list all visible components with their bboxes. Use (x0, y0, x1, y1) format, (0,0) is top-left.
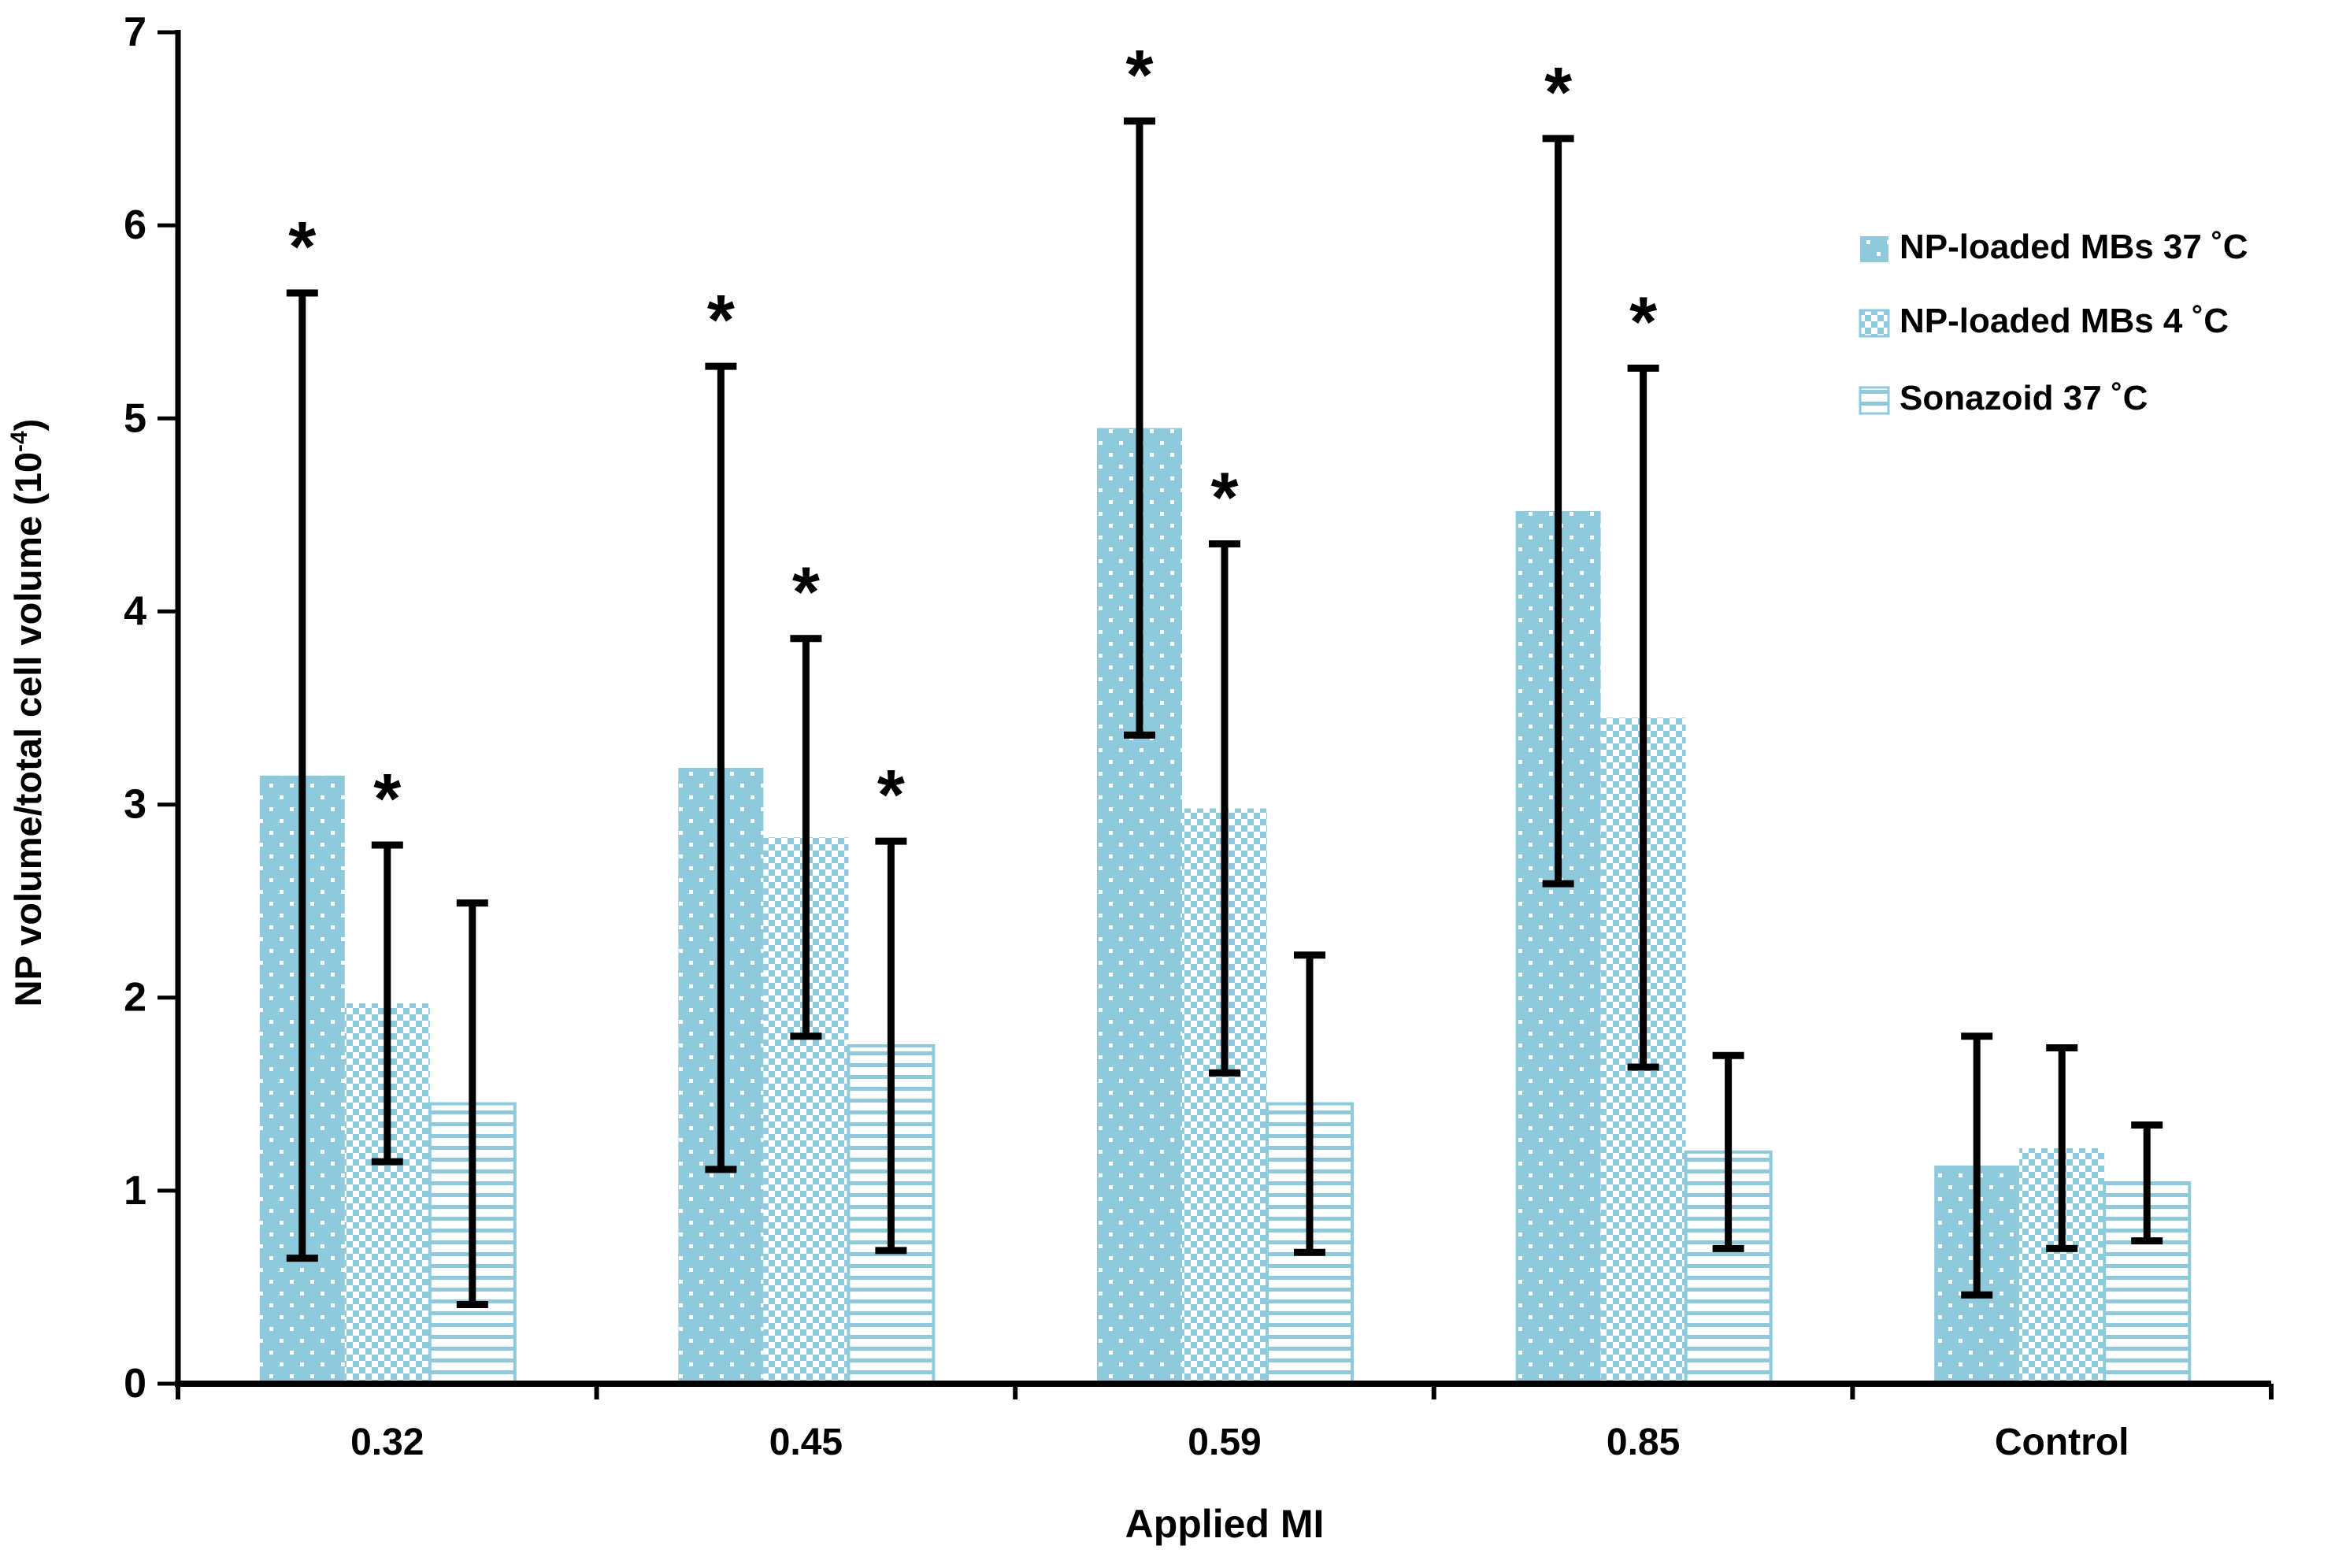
legend-swatch-checker (1859, 309, 1890, 338)
legend-label-3: Sonazoid 37 ˚C (1900, 379, 2148, 417)
x-category-label-Control: Control (1995, 1422, 2129, 1463)
error-bar-s1-0.59 (1124, 117, 1155, 739)
y-tick-label-0: 0 (124, 1361, 146, 1407)
significance-asterisk-s2-0.85: * (1629, 284, 1657, 362)
error-bar-s2-0.45 (790, 635, 822, 1040)
error-bar-s3-Control (2131, 1121, 2163, 1245)
error-bar-s2-Control (2046, 1043, 2078, 1252)
y-axis-title: NP volume/total cell volume (10-4) (6, 419, 49, 1007)
x-category-label-0.85: 0.85 (1607, 1422, 1680, 1463)
legend: NP-loaded MBs 37 ˚C NP-loaded MBs 4 ˚C Son… (1859, 228, 2248, 417)
legend-item-1: NP-loaded MBs 37 ˚C (1860, 228, 2248, 266)
error-bar-s1-0.32 (286, 289, 318, 1262)
error-bar-s1-Control (1961, 1032, 1993, 1299)
significance-asterisk-s2-0.45: * (792, 554, 820, 632)
legend-label-1: NP-loaded MBs 37 ˚C (1900, 228, 2248, 266)
error-bars-group (286, 117, 2163, 1308)
y-tick-label-3: 3 (124, 782, 146, 828)
error-bar-s3-0.45 (875, 837, 907, 1255)
error-bar-s2-0.59 (1209, 540, 1240, 1077)
legend-label-2: NP-loaded MBs 4 ˚C (1900, 302, 2229, 340)
legend-item-2: NP-loaded MBs 4 ˚C (1859, 302, 2229, 340)
y-tick-label-4: 4 (124, 588, 146, 634)
error-bar-s2-0.32 (371, 841, 403, 1166)
x-category-label-0.32: 0.32 (350, 1422, 424, 1463)
error-bar-s2-0.85 (1627, 365, 1659, 1071)
error-bar-s1-0.45 (705, 362, 737, 1173)
x-category-label-0.59: 0.59 (1188, 1422, 1261, 1463)
significance-asterisk-s1-0.59: * (1125, 36, 1153, 115)
significance-asterisk-s1-0.32: * (288, 208, 316, 287)
legend-item-3: Sonazoid 37 ˚C (1859, 379, 2148, 417)
significance-asterisk-s1-0.45: * (707, 281, 735, 360)
tick-labels-group: 0 1 2 3 4 5 6 7 0.32 0.45 0.59 0.85 Control (124, 9, 2129, 1463)
legend-swatch-dots (1860, 236, 1888, 262)
y-tick-label-1: 1 (124, 1168, 146, 1214)
error-bar-s3-0.59 (1294, 951, 1325, 1256)
y-tick-label-6: 6 (124, 202, 146, 248)
error-bar-s3-0.85 (1712, 1051, 1744, 1252)
error-bar-s3-0.32 (456, 899, 488, 1308)
legend-swatch-hlines (1859, 386, 1890, 415)
significance-asterisk-s2-0.59: * (1210, 459, 1238, 538)
significance-markers-group: * * * * * * * * * (288, 36, 1657, 839)
significance-asterisk-s2-0.32: * (373, 760, 401, 839)
error-bar-s1-0.85 (1542, 135, 1574, 888)
significance-asterisk-s1-0.85: * (1544, 54, 1572, 132)
y-tick-label-5: 5 (124, 395, 146, 441)
significance-asterisk-s3-0.45: * (877, 756, 905, 835)
x-axis-title: Applied MI (1125, 1502, 1325, 1546)
y-tick-label-7: 7 (124, 9, 146, 55)
axes-group (158, 30, 2274, 1399)
y-tick-label-2: 2 (124, 975, 146, 1021)
x-category-label-0.45: 0.45 (769, 1422, 843, 1463)
